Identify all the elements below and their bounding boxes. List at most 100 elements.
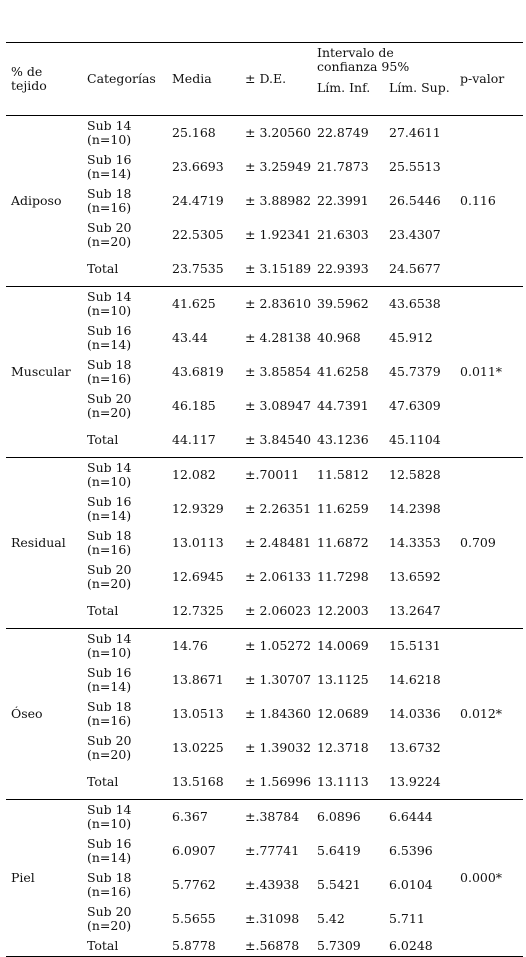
table-row: Sub 18 (n=16) 24.4719 ± 3.88982 22.3991 26.5… [6,184,523,218]
ci-upper-cell: 15.5131 [389,638,441,653]
mean-cell: 13.0513 [172,706,224,721]
ci-lower-cell: 5.6419 [317,843,361,858]
ci-lower-cell: 13.1125 [317,672,369,687]
tissue-name: Muscular [11,364,71,379]
header-tissue: % de tejido [11,64,47,93]
mean-cell: 14.76 [172,638,208,653]
sd-cell: ± 1.30707 [245,672,312,687]
tissue-group: Piel Sub 14 (n=10) 6.367 ±.38784 6.0896 6.644… [6,800,524,957]
sd-cell: ± 3.20560 [245,125,312,140]
ci-upper-cell: 14.0336 [389,706,441,721]
table-row: Sub 18 (n=16) 43.6819 ± 3.85854 41.6258 45.7… [6,355,523,389]
mean-cell: 6.367 [172,809,208,824]
category-cell: Sub 20 (n=20) [87,220,132,249]
sd-cell: ± 2.83610 [245,296,312,311]
sd-cell: ± 2.06023 [245,603,312,618]
sd-cell: ±.31098 [245,911,300,926]
sd-cell: ± 4.28138 [245,330,312,345]
tissue-group: Óseo Sub 14 (n=10) 14.76 ± 1.05272 14.0069 15… [6,629,524,800]
table-row: Sub 18 (n=16) 13.0113 ± 2.48481 11.6872 14.3… [6,526,523,560]
tissue-name: Óseo [11,706,43,721]
mean-cell: 44.117 [172,432,216,447]
table-row: Sub 16 (n=14) 23.6693 ± 3.25949 21.7873 25.5… [6,150,523,184]
table-header: % de tejido Categorías Media ± D.E. Inte… [6,42,524,116]
ci-upper-cell: 14.2398 [389,501,441,516]
table-row: Total 44.117 ± 3.84540 43.1236 45.1104 [6,423,523,458]
category-cell: Sub 16 (n=14) [87,494,132,523]
header-ci-lower: Lím. Inf. [317,80,371,95]
ci-lower-cell: 5.7309 [317,938,361,953]
mean-cell: 46.185 [172,398,216,413]
ci-upper-cell: 5.711 [389,911,425,926]
sd-cell: ± 1.84360 [245,706,312,721]
category-cell: Sub 14 (n=10) [87,802,132,831]
table-row: Sub 20 (n=20) 12.6945 ± 2.06133 11.7298 13.6… [6,560,523,594]
table-row: Óseo Sub 14 (n=10) 14.76 ± 1.05272 14.0069 15… [6,629,523,721]
ci-lower-cell: 39.5962 [317,296,369,311]
table-row: Sub 18 (n=16) 5.7762 ±.43938 5.5421 6.0104 [6,868,523,902]
category-cell: Sub 20 (n=20) [87,733,132,762]
ci-lower-cell: 43.1236 [317,432,369,447]
sd-cell: ± 3.84540 [245,432,312,447]
table-row: Sub 16 (n=14) 6.0907 ±.77741 5.6419 6.5396 [6,834,523,868]
category-cell: Total [87,774,119,789]
tissue-group: Residual Sub 14 (n=10) 12.082 ±.70011 11.581… [6,458,524,629]
sd-cell: ± 3.15189 [245,261,312,276]
sd-cell: ± 3.85854 [245,364,312,379]
category-cell: Sub 18 (n=16) [87,528,132,557]
table-row: Total 5.8778 ±.56878 5.7309 6.0248 [6,936,523,957]
category-cell: Total [87,432,119,447]
category-cell: Sub 16 (n=14) [87,665,132,694]
category-cell: Sub 18 (n=16) [87,870,132,899]
ci-lower-cell: 22.8749 [317,125,369,140]
ci-lower-cell: 11.7298 [317,569,369,584]
tissue-group: Muscular Sub 14 (n=10) 41.625 ± 2.83610 39.5… [6,287,524,458]
mean-cell: 5.7762 [172,877,216,892]
ci-upper-cell: 47.6309 [389,398,441,413]
ci-lower-cell: 14.0069 [317,638,369,653]
sd-cell: ± 2.26351 [245,501,312,516]
mean-cell: 43.6819 [172,364,224,379]
category-cell: Sub 18 (n=16) [87,357,132,386]
p-value-cell: 0.012* [460,706,503,721]
ci-lower-cell: 11.5812 [317,467,369,482]
tissue-name: Adiposo [11,193,62,208]
ci-upper-cell: 45.7379 [389,364,441,379]
ci-lower-cell: 12.0689 [317,706,369,721]
table-row: Sub 20 (n=20) 13.0225 ± 1.39032 12.3718 13.6… [6,731,523,765]
category-cell: Sub 14 (n=10) [87,631,132,660]
mean-cell: 24.4719 [172,193,224,208]
category-cell: Sub 14 (n=10) [87,460,132,489]
ci-upper-cell: 6.6444 [389,809,433,824]
mean-cell: 12.082 [172,467,216,482]
table-row: Piel Sub 14 (n=10) 6.367 ±.38784 6.0896 6.644… [6,800,523,885]
sd-cell: ± 1.05272 [245,638,312,653]
category-cell: Sub 16 (n=14) [87,836,132,865]
sd-cell: ± 3.08947 [245,398,312,413]
mean-cell: 23.6693 [172,159,224,174]
mean-cell: 13.0113 [172,535,224,550]
ci-upper-cell: 6.5396 [389,843,433,858]
category-cell: Sub 20 (n=20) [87,391,132,420]
sd-cell: ± 1.56996 [245,774,312,789]
table-row: Sub 20 (n=20) 46.185 ± 3.08947 44.7391 47.63… [6,389,523,423]
ci-upper-cell: 12.5828 [389,467,441,482]
mean-cell: 41.625 [172,296,216,311]
ci-lower-cell: 6.0896 [317,809,361,824]
ci-upper-cell: 43.6538 [389,296,441,311]
ci-lower-cell: 21.6303 [317,227,369,242]
mean-cell: 5.8778 [172,938,216,953]
header-ci-upper: Lím. Sup. [389,80,450,95]
p-value-cell: 0.709 [460,535,496,550]
table-row: Adiposo Sub 14 (n=10) 25.168 ± 3.20560 22.87… [6,116,523,208]
mean-cell: 13.5168 [172,774,224,789]
p-value-cell: 0.116 [460,193,496,208]
table-row: Muscular Sub 14 (n=10) 41.625 ± 2.83610 39.5… [6,287,523,379]
ci-lower-cell: 13.1113 [317,774,369,789]
ci-upper-cell: 14.6218 [389,672,441,687]
ci-upper-cell: 6.0248 [389,938,433,953]
sd-cell: ± 3.25949 [245,159,312,174]
ci-upper-cell: 6.0104 [389,877,433,892]
mean-cell: 22.5305 [172,227,224,242]
